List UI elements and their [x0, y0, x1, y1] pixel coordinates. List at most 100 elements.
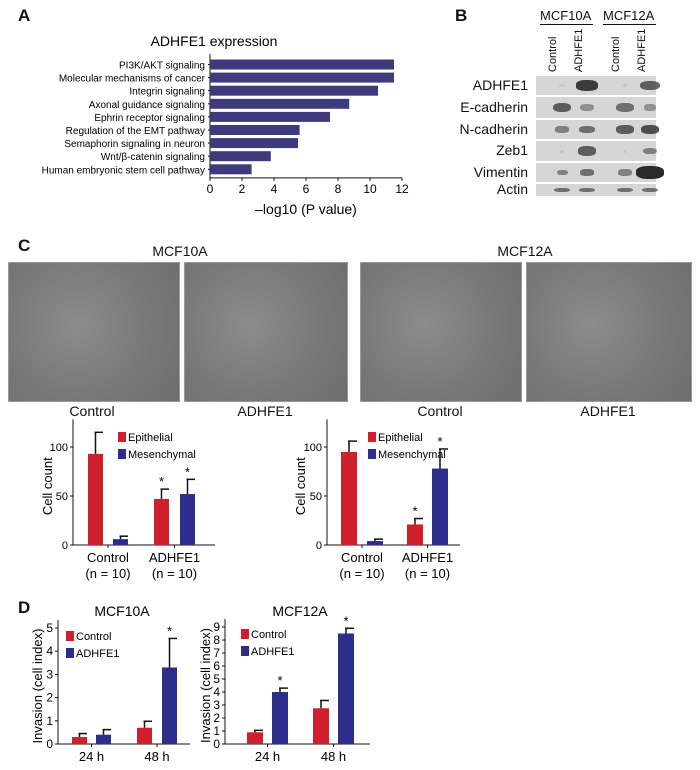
tick-label: 50	[56, 491, 68, 503]
x-axis-label: –log10 (P value)	[255, 201, 357, 217]
tick-label: 100	[304, 442, 322, 454]
blot-strip	[536, 141, 657, 161]
chart-title: MCF12A	[272, 603, 328, 619]
bar	[210, 151, 271, 162]
legend-swatch	[368, 449, 376, 459]
category-label: Integrin signaling	[129, 87, 205, 98]
blot-band	[552, 102, 572, 113]
y-axis-label: Invasion (cell index)	[30, 629, 45, 744]
legend-swatch	[66, 631, 74, 641]
y-axis-label: Cell count	[293, 457, 308, 515]
bar	[210, 138, 298, 149]
tick-label: 0	[62, 540, 68, 552]
legend-label: Epithelial	[128, 432, 173, 444]
blot-band	[639, 80, 661, 91]
blot-band	[559, 149, 565, 153]
legend-label: Mesenchymal	[378, 449, 446, 461]
tick-label: 5	[46, 621, 53, 635]
blot-band	[558, 83, 566, 88]
tick-label: 3	[213, 698, 220, 712]
category-label: Semaphorin signaling in neuron	[64, 139, 205, 150]
panel-label-a: A	[18, 6, 31, 25]
group-underline	[603, 24, 656, 25]
blot-strip	[536, 76, 661, 95]
panel-label-b: B	[455, 6, 468, 25]
category-label: 48 h	[144, 749, 169, 764]
tick-label: 9	[213, 620, 220, 634]
tick-label: 0	[316, 540, 322, 552]
bar	[180, 494, 195, 545]
category-label: ADHFE1	[149, 550, 200, 565]
bar	[210, 125, 300, 135]
tick-label: 6	[213, 659, 220, 673]
panel-label-d: D	[18, 598, 31, 617]
category-label: PI3K/AKT signaling	[119, 61, 205, 72]
legend-label: Control	[251, 629, 286, 641]
category-label: 24 h	[255, 749, 280, 764]
bar	[210, 98, 350, 109]
blot-band	[643, 104, 657, 111]
blot-row-label: Zeb1	[496, 142, 528, 158]
category-sublabel: (n = 10)	[152, 566, 197, 581]
tick-label: 3	[46, 667, 53, 681]
bar	[210, 85, 378, 96]
legend-label: ADHFE1	[76, 648, 119, 660]
significance-star: *	[277, 673, 282, 688]
tick-label: 7	[213, 646, 220, 660]
bar	[367, 541, 383, 545]
micrograph-image	[360, 262, 522, 402]
micrograph-caption: Control	[69, 403, 115, 419]
bar	[210, 59, 394, 70]
category-label: ADHFE1	[402, 550, 453, 565]
category-sublabel: (n = 10)	[339, 566, 384, 581]
bar	[96, 734, 111, 744]
category-label: Axonal guidance signaling	[89, 100, 205, 111]
category-label: Human embryonic stem cell pathway	[42, 165, 205, 176]
legend-label: Control	[76, 631, 111, 643]
significance-star: *	[167, 623, 172, 638]
category-sublabel: (n = 10)	[85, 566, 130, 581]
blot-row-label: Actin	[496, 181, 528, 197]
blot-band	[617, 187, 633, 193]
tick-label: 8	[335, 182, 342, 196]
legend-swatch	[241, 646, 249, 656]
blot-strip	[536, 163, 665, 182]
tick-label: 0	[213, 737, 220, 751]
bar	[432, 468, 448, 545]
legend-label: ADHFE1	[251, 646, 294, 658]
bar	[88, 453, 103, 545]
category-label: 24 h	[79, 749, 104, 764]
blot-band	[580, 104, 594, 111]
micrograph-caption: Control	[417, 403, 463, 419]
significance-star: *	[159, 474, 164, 489]
tick-label: 6	[303, 182, 310, 196]
tick-label: 1	[46, 714, 53, 728]
legend-swatch	[368, 432, 376, 442]
micrograph-image	[526, 262, 692, 402]
legend-swatch	[66, 648, 74, 658]
tick-label: 0	[46, 737, 53, 751]
micrograph-image	[8, 262, 180, 402]
blot-band	[579, 125, 595, 134]
blot-band	[580, 169, 594, 176]
blot-band	[556, 169, 568, 176]
chart-title: MCF10A	[94, 603, 150, 619]
category-label: Control	[341, 550, 383, 565]
bar	[341, 451, 357, 545]
blot-band	[623, 149, 627, 153]
significance-star: *	[412, 504, 417, 519]
blot-band	[642, 187, 658, 193]
category-label: Control	[87, 550, 129, 565]
y-axis-label: Invasion (cell index)	[198, 628, 213, 743]
blot-group-mcf12a: MCF12A	[603, 8, 655, 23]
blot-band	[643, 147, 657, 155]
blot-strip	[536, 184, 658, 196]
tick-label: 2	[213, 711, 220, 725]
bar	[162, 667, 177, 744]
category-label: Wnt/β-catenin signaling	[101, 152, 205, 163]
legend-swatch	[118, 449, 126, 459]
tick-label: 5	[213, 672, 220, 686]
category-label: Molecular mechanisms of cancer	[59, 74, 206, 85]
